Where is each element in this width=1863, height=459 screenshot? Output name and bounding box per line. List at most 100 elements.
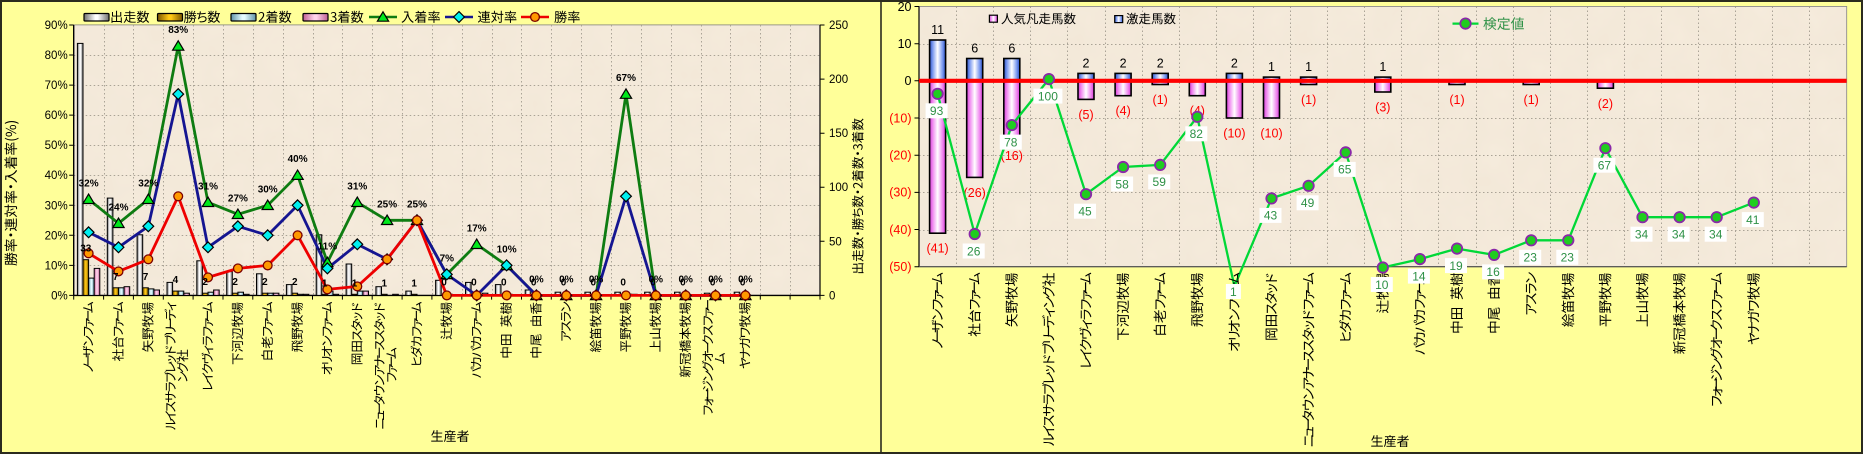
svg-text:(40): (40) [889, 223, 911, 237]
svg-text:200: 200 [829, 74, 848, 86]
svg-text:10: 10 [1375, 278, 1389, 292]
svg-text:(30): (30) [889, 186, 911, 200]
svg-text:0%: 0% [708, 274, 723, 285]
svg-text:23: 23 [1524, 251, 1538, 265]
svg-text:67%: 67% [616, 73, 636, 84]
svg-text:30%: 30% [45, 200, 68, 212]
svg-text:45: 45 [1078, 205, 1092, 219]
svg-text:7: 7 [143, 272, 149, 283]
svg-text:1: 1 [1268, 60, 1275, 74]
svg-text:(1): (1) [1449, 93, 1464, 107]
svg-text:40%: 40% [288, 154, 308, 165]
svg-text:(41): (41) [926, 242, 948, 256]
svg-text:0: 0 [680, 277, 686, 288]
svg-text:1: 1 [322, 278, 328, 289]
svg-text:90%: 90% [45, 20, 68, 32]
svg-text:0%: 0% [559, 274, 574, 285]
svg-text:34: 34 [1635, 228, 1649, 242]
svg-text:31%: 31% [347, 181, 367, 192]
svg-text:2: 2 [232, 277, 238, 288]
svg-text:31%: 31% [198, 181, 218, 192]
svg-text:0%: 0% [589, 274, 604, 285]
svg-text:0: 0 [531, 277, 537, 288]
svg-text:50: 50 [829, 236, 842, 248]
svg-text:25%: 25% [377, 199, 397, 210]
svg-text:2: 2 [1120, 56, 1127, 70]
svg-text:7%: 7% [440, 253, 455, 264]
svg-text:6: 6 [1008, 42, 1015, 56]
svg-text:80%: 80% [45, 50, 68, 62]
svg-text:24%: 24% [108, 202, 128, 213]
svg-text:59: 59 [1153, 175, 1167, 189]
svg-text:(50): (50) [889, 260, 911, 274]
svg-text:93: 93 [930, 104, 944, 118]
svg-text:34: 34 [1672, 228, 1686, 242]
svg-text:(10): (10) [1223, 127, 1245, 141]
svg-text:58: 58 [1115, 177, 1129, 191]
svg-text:(10): (10) [1260, 127, 1282, 141]
svg-text:1: 1 [411, 278, 417, 289]
svg-text:0: 0 [501, 277, 507, 288]
svg-text:0: 0 [740, 277, 746, 288]
svg-text:2: 2 [262, 277, 268, 288]
svg-text:(26): (26) [964, 186, 986, 200]
svg-text:(16): (16) [1001, 149, 1023, 163]
svg-text:2: 2 [1083, 56, 1090, 70]
svg-text:4: 4 [173, 275, 179, 286]
svg-text:32%: 32% [79, 178, 99, 189]
svg-text:16: 16 [1486, 265, 1500, 279]
svg-text:0%: 0% [678, 274, 693, 285]
svg-text:19: 19 [1449, 259, 1463, 273]
svg-text:0: 0 [710, 277, 716, 288]
svg-text:70%: 70% [45, 80, 68, 92]
svg-text:30%: 30% [258, 184, 278, 195]
svg-text:6: 6 [971, 42, 978, 56]
svg-text:40%: 40% [45, 170, 68, 182]
svg-text:0: 0 [620, 277, 626, 288]
svg-text:250: 250 [829, 20, 848, 32]
svg-text:0%: 0% [649, 274, 664, 285]
svg-text:0: 0 [905, 74, 912, 88]
svg-text:(2): (2) [1598, 97, 1613, 111]
svg-text:(3): (3) [1375, 101, 1390, 115]
svg-text:25%: 25% [407, 199, 427, 210]
svg-text:150: 150 [829, 128, 848, 140]
svg-text:67: 67 [1598, 159, 1612, 173]
svg-text:23: 23 [1561, 251, 1575, 265]
svg-text:60%: 60% [45, 110, 68, 122]
svg-text:50%: 50% [45, 140, 68, 152]
svg-text:65: 65 [1338, 163, 1352, 177]
svg-text:11%: 11% [318, 241, 338, 252]
svg-text:10%: 10% [497, 244, 517, 255]
svg-text:34: 34 [1709, 228, 1723, 242]
svg-text:(1): (1) [1524, 93, 1539, 107]
svg-text:82: 82 [1190, 127, 1204, 141]
svg-text:26: 26 [967, 244, 981, 258]
svg-text:(10): (10) [889, 111, 911, 125]
svg-text:0: 0 [591, 277, 597, 288]
svg-text:(4): (4) [1115, 104, 1130, 118]
svg-text:27%: 27% [228, 193, 248, 204]
svg-text:2: 2 [1157, 56, 1164, 70]
svg-text:0: 0 [441, 277, 447, 288]
svg-text:1: 1 [382, 278, 388, 289]
svg-text:78: 78 [1004, 135, 1018, 149]
svg-text:(1): (1) [1301, 93, 1316, 107]
svg-text:(1): (1) [1153, 93, 1168, 107]
svg-text:7: 7 [113, 272, 119, 283]
svg-text:(20): (20) [889, 149, 911, 163]
svg-text:2: 2 [1231, 56, 1238, 70]
svg-text:10%: 10% [45, 260, 68, 272]
svg-text:100: 100 [829, 182, 848, 194]
svg-text:20%: 20% [45, 230, 68, 242]
svg-text:(5): (5) [1078, 108, 1093, 122]
svg-text:2: 2 [202, 277, 208, 288]
svg-text:20: 20 [898, 0, 912, 14]
svg-text:0: 0 [471, 277, 477, 288]
svg-text:0: 0 [829, 290, 835, 302]
svg-text:14: 14 [1412, 269, 1426, 283]
svg-text:1: 1 [1379, 60, 1386, 74]
svg-text:0%: 0% [529, 274, 544, 285]
svg-text:41: 41 [1746, 213, 1760, 227]
svg-text:0%: 0% [738, 274, 753, 285]
